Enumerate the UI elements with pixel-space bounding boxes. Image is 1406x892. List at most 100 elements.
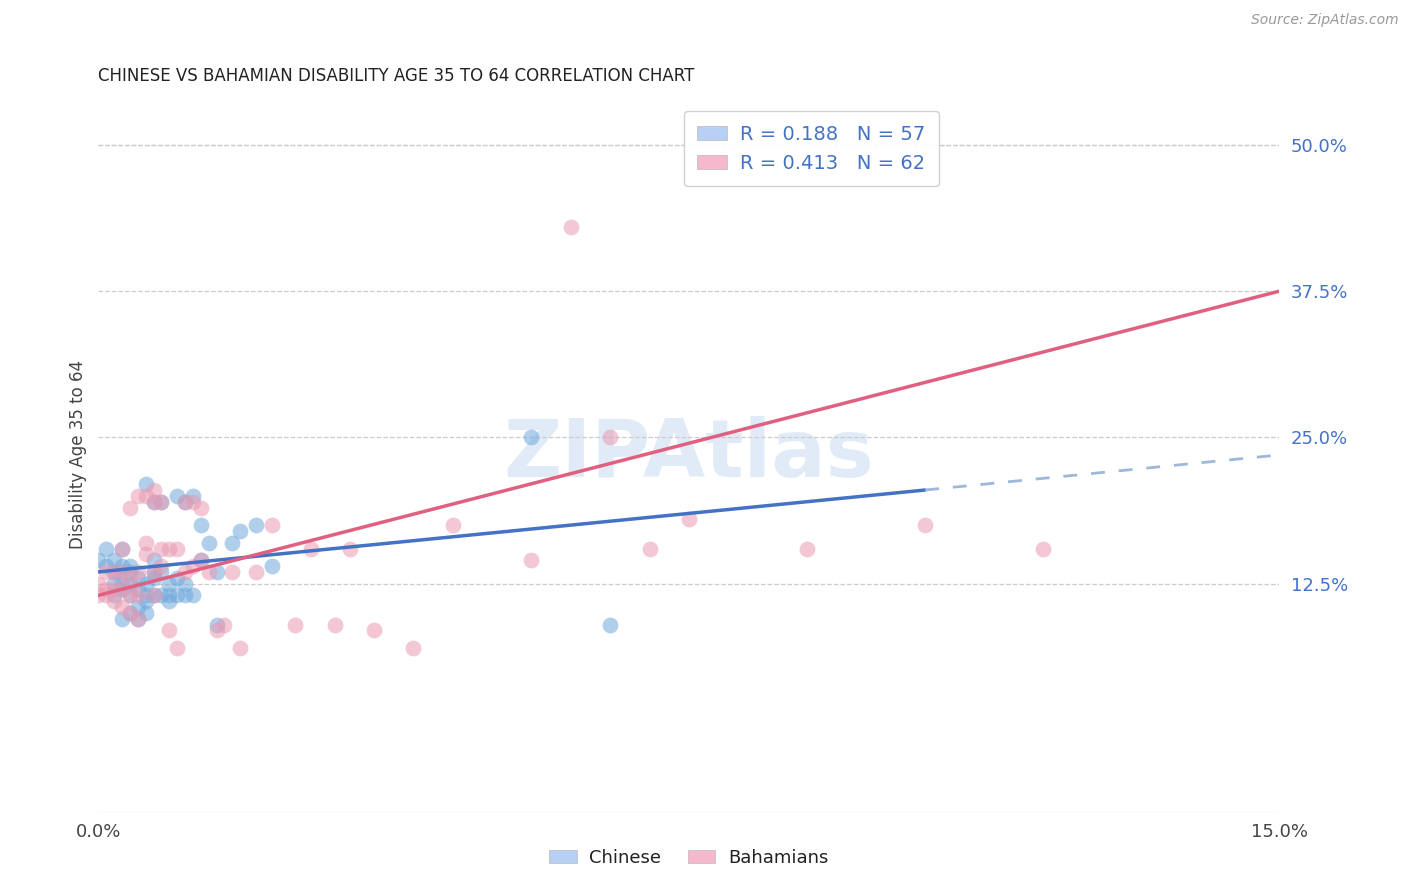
Point bbox=[181, 489, 204, 503]
Point bbox=[599, 617, 621, 632]
Text: CHINESE VS BAHAMIAN DISABILITY AGE 35 TO 64 CORRELATION CHART: CHINESE VS BAHAMIAN DISABILITY AGE 35 TO… bbox=[98, 68, 695, 86]
Point bbox=[135, 594, 157, 608]
Point bbox=[174, 494, 197, 508]
Point bbox=[103, 565, 125, 579]
Point bbox=[135, 606, 157, 620]
Point bbox=[111, 582, 134, 597]
Point bbox=[174, 588, 197, 602]
Point bbox=[520, 553, 543, 567]
Point bbox=[229, 640, 252, 655]
Point bbox=[87, 576, 110, 591]
Point bbox=[103, 553, 125, 567]
Point bbox=[174, 494, 197, 508]
Point bbox=[221, 535, 243, 549]
Point bbox=[111, 541, 134, 556]
Point bbox=[339, 541, 361, 556]
Point bbox=[190, 553, 212, 567]
Point bbox=[118, 559, 141, 574]
Point bbox=[87, 553, 110, 567]
Point bbox=[118, 606, 141, 620]
Point bbox=[205, 565, 228, 579]
Point bbox=[197, 565, 219, 579]
Point bbox=[103, 582, 125, 597]
Point bbox=[96, 582, 118, 597]
Point bbox=[157, 594, 180, 608]
Point bbox=[284, 617, 307, 632]
Point bbox=[150, 588, 173, 602]
Point bbox=[118, 588, 141, 602]
Point bbox=[190, 553, 212, 567]
Point bbox=[190, 518, 212, 533]
Point bbox=[221, 565, 243, 579]
Point bbox=[142, 494, 165, 508]
Point bbox=[111, 565, 134, 579]
Point bbox=[142, 571, 165, 585]
Point bbox=[260, 559, 283, 574]
Point bbox=[166, 541, 188, 556]
Point bbox=[166, 640, 188, 655]
Point bbox=[135, 547, 157, 561]
Point bbox=[142, 483, 165, 497]
Point bbox=[214, 617, 236, 632]
Point bbox=[678, 512, 700, 526]
Point bbox=[127, 489, 149, 503]
Point bbox=[157, 624, 180, 638]
Point bbox=[111, 576, 134, 591]
Point bbox=[205, 617, 228, 632]
Point bbox=[229, 524, 252, 538]
Point bbox=[245, 518, 267, 533]
Point bbox=[181, 559, 204, 574]
Point bbox=[174, 576, 197, 591]
Point bbox=[118, 588, 141, 602]
Text: ZIPAtlas: ZIPAtlas bbox=[503, 416, 875, 494]
Point bbox=[150, 494, 173, 508]
Point bbox=[197, 535, 219, 549]
Point bbox=[166, 588, 188, 602]
Point bbox=[135, 489, 157, 503]
Point bbox=[299, 541, 322, 556]
Point bbox=[363, 624, 385, 638]
Point bbox=[157, 576, 180, 591]
Point bbox=[150, 559, 173, 574]
Point bbox=[166, 489, 188, 503]
Point bbox=[520, 430, 543, 444]
Point bbox=[111, 541, 134, 556]
Point bbox=[118, 500, 141, 515]
Point bbox=[96, 559, 118, 574]
Point bbox=[111, 565, 134, 579]
Point bbox=[150, 565, 173, 579]
Point bbox=[127, 571, 149, 585]
Point bbox=[914, 518, 936, 533]
Point bbox=[142, 565, 165, 579]
Point bbox=[111, 599, 134, 614]
Text: Source: ZipAtlas.com: Source: ZipAtlas.com bbox=[1251, 13, 1399, 28]
Point bbox=[323, 617, 346, 632]
Point bbox=[638, 541, 661, 556]
Point bbox=[87, 588, 110, 602]
Point bbox=[118, 571, 141, 585]
Legend: Chinese, Bahamians: Chinese, Bahamians bbox=[543, 842, 835, 874]
Point bbox=[135, 477, 157, 491]
Point bbox=[796, 541, 818, 556]
Point bbox=[245, 565, 267, 579]
Point bbox=[402, 640, 425, 655]
Point bbox=[135, 576, 157, 591]
Point bbox=[190, 500, 212, 515]
Point bbox=[441, 518, 464, 533]
Point bbox=[118, 606, 141, 620]
Point bbox=[135, 535, 157, 549]
Point bbox=[166, 571, 188, 585]
Point bbox=[127, 612, 149, 626]
Point bbox=[142, 588, 165, 602]
Point bbox=[1032, 541, 1054, 556]
Point bbox=[103, 576, 125, 591]
Point bbox=[135, 588, 157, 602]
Point bbox=[118, 576, 141, 591]
Point bbox=[118, 565, 141, 579]
Point bbox=[127, 599, 149, 614]
Point bbox=[181, 494, 204, 508]
Point bbox=[103, 588, 125, 602]
Point bbox=[127, 565, 149, 579]
Point bbox=[260, 518, 283, 533]
Point bbox=[560, 219, 582, 234]
